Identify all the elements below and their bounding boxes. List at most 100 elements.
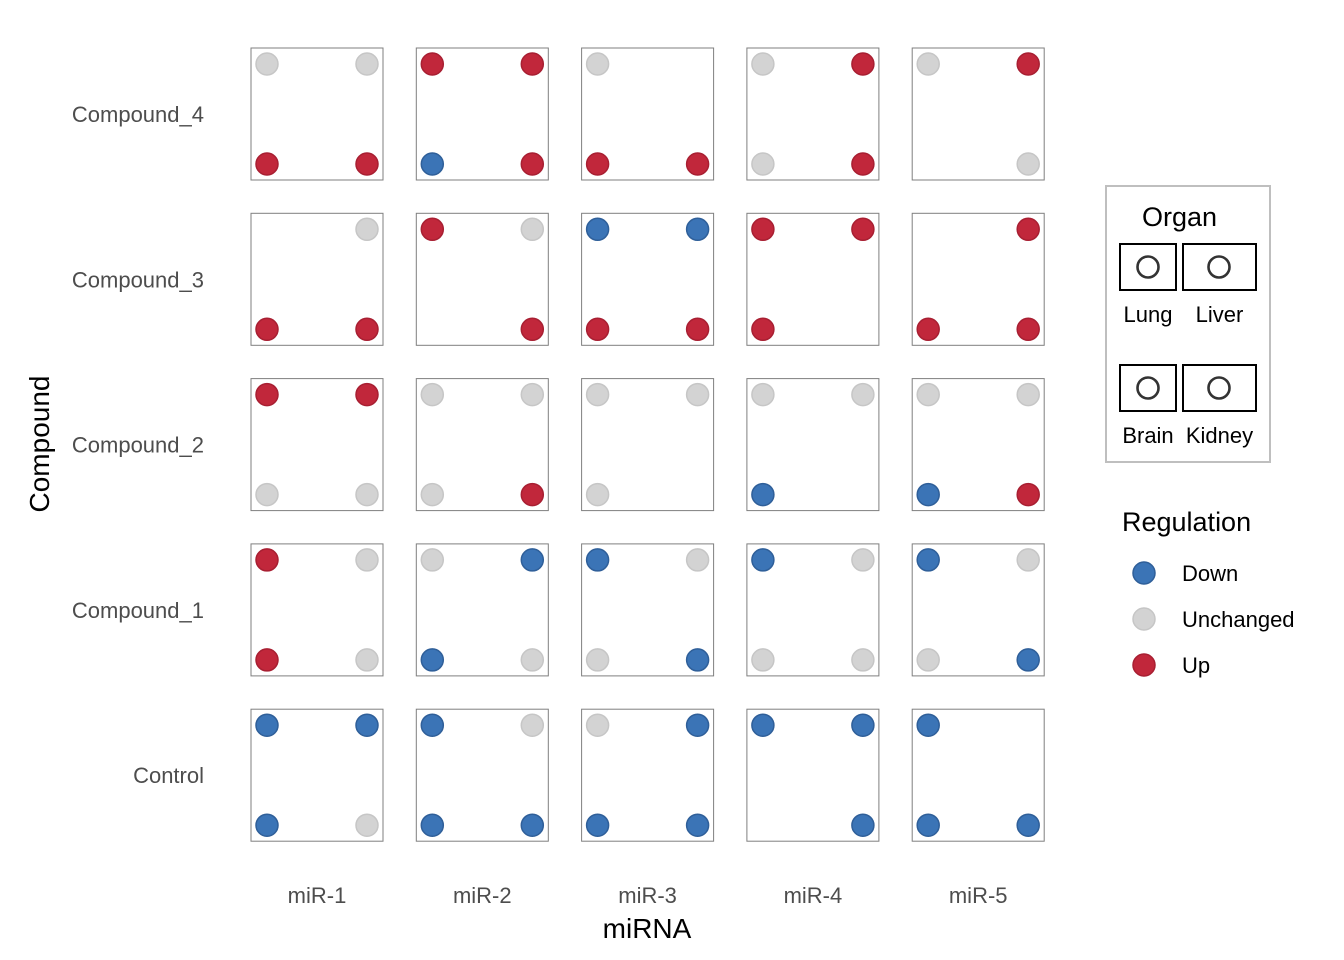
cell-compound-2-mir-1: [250, 378, 384, 512]
point-liver-up: [1016, 217, 1040, 242]
cell-compound-4-mir-5: [911, 47, 1045, 181]
y-tick-label-control: Control: [133, 763, 204, 788]
point-brain-unchanged: [751, 648, 775, 672]
point-liver-unchanged: [520, 382, 545, 407]
point-liver-unchanged: [685, 548, 710, 572]
cell-compound-4-mir-3: [581, 47, 715, 181]
point-kidney-down: [685, 648, 710, 672]
point-lung-up: [420, 217, 445, 242]
point-lung-unchanged: [916, 382, 940, 407]
cell-compound-4-mir-1: [250, 47, 384, 181]
point-brain-up: [585, 317, 610, 342]
point-kidney-unchanged: [1016, 152, 1040, 176]
cell-control-mir-2: [415, 708, 549, 842]
regulation-key-swatch: [1132, 607, 1156, 631]
point-kidney-unchanged: [355, 813, 379, 837]
point-lung-down: [585, 548, 610, 572]
organ-key-box: [1119, 364, 1177, 412]
point-brain-down: [420, 648, 445, 672]
organ-key-lung: Lung: [1119, 243, 1177, 327]
point-liver-down: [520, 548, 545, 572]
organ-key-liver: Liver: [1182, 243, 1257, 327]
x-axis-title: miRNA: [603, 913, 692, 944]
x-axis-ticks: miR-1 miR-2 miR-3 miR-4 miR-5: [288, 883, 1008, 908]
x-tick-label-mir-4: miR-4: [784, 883, 843, 908]
cell-control-mir-5: [911, 708, 1045, 842]
cell-compound-2-mir-3: [581, 378, 715, 512]
point-kidney-up: [520, 482, 545, 507]
y-tick-label-compound-2: Compound_2: [72, 433, 204, 458]
cell-compound-4-mir-4: [746, 47, 880, 181]
cell-compound-1-mir-3: [581, 543, 715, 677]
cell-compound-1-mir-2: [415, 543, 549, 677]
organ-key-circle-icon: [1136, 376, 1160, 400]
point-lung-down: [255, 713, 279, 737]
organ-key-label: Brain: [1122, 423, 1173, 448]
point-brain-unchanged: [255, 482, 279, 507]
point-brain-unchanged: [585, 482, 610, 507]
cell-compound-1-mir-1: [250, 543, 384, 677]
cell-compound-2-mir-2: [415, 378, 549, 512]
cell-compound-4-mir-2: [415, 47, 549, 181]
regulation-key-up: Up: [1132, 653, 1210, 678]
point-liver-unchanged: [1016, 382, 1040, 407]
point-brain-up: [751, 317, 775, 342]
point-lung-up: [255, 382, 279, 407]
cell-compound-3-mir-4: [746, 212, 880, 346]
organ-key-circle-icon: [1207, 255, 1231, 279]
y-axis-ticks: Control Compound_1 Compound_2 Compound_3 Com…: [72, 102, 204, 788]
point-liver-down: [685, 713, 710, 737]
organ-legend-keys: Lung Liver Brain Kidney: [1119, 243, 1257, 448]
x-tick-label-mir-5: miR-5: [949, 883, 1008, 908]
regulation-key-label: Unchanged: [1182, 607, 1295, 632]
point-liver-unchanged: [520, 713, 545, 737]
point-lung-up: [751, 217, 775, 242]
point-lung-up: [420, 52, 445, 76]
point-liver-unchanged: [851, 382, 875, 407]
point-liver-unchanged: [355, 217, 379, 242]
point-brain-unchanged: [420, 482, 445, 507]
organ-legend: Organ Lung Liver Brain Kidney: [1105, 185, 1271, 463]
y-axis-title: Compound: [24, 376, 55, 513]
point-kidney-up: [1016, 482, 1040, 507]
point-liver-unchanged: [851, 548, 875, 572]
regulation-legend: Regulation Down Unchanged Up: [1122, 507, 1295, 678]
point-kidney-down: [1016, 813, 1040, 837]
regulation-key-swatch: [1132, 653, 1156, 677]
point-lung-up: [255, 548, 279, 572]
cell-compound-2-mir-4: [746, 378, 880, 512]
y-tick-label-compound-4: Compound_4: [72, 102, 204, 127]
point-lung-unchanged: [420, 382, 445, 407]
point-brain-up: [255, 152, 279, 176]
point-lung-unchanged: [751, 52, 775, 76]
point-lung-unchanged: [751, 382, 775, 407]
organ-legend-title: Organ: [1142, 202, 1217, 232]
point-kidney-up: [685, 317, 710, 342]
point-liver-up: [851, 217, 875, 242]
point-brain-down: [585, 813, 610, 837]
regulation-key-unchanged: Unchanged: [1132, 607, 1295, 632]
organ-key-circle-icon: [1136, 255, 1160, 279]
x-tick-label-mir-3: miR-3: [618, 883, 677, 908]
point-brain-unchanged: [751, 152, 775, 176]
point-liver-up: [1016, 52, 1040, 76]
point-brain-down: [751, 482, 775, 507]
regulation-key-label: Down: [1182, 561, 1238, 586]
point-liver-unchanged: [685, 382, 710, 407]
point-lung-down: [916, 548, 940, 572]
point-lung-unchanged: [916, 52, 940, 76]
point-kidney-unchanged: [355, 648, 379, 672]
cell-control-mir-3: [581, 708, 715, 842]
point-brain-down: [420, 152, 445, 176]
organ-key-box: [1119, 243, 1177, 291]
y-tick-label-compound-1: Compound_1: [72, 598, 204, 623]
point-lung-down: [751, 713, 775, 737]
organ-legend-frame: [1105, 185, 1271, 463]
regulation-legend-title: Regulation: [1122, 507, 1251, 537]
point-brain-up: [916, 317, 940, 342]
point-brain-up: [255, 648, 279, 672]
point-brain-down: [916, 482, 940, 507]
point-liver-unchanged: [355, 548, 379, 572]
point-lung-unchanged: [585, 52, 610, 76]
